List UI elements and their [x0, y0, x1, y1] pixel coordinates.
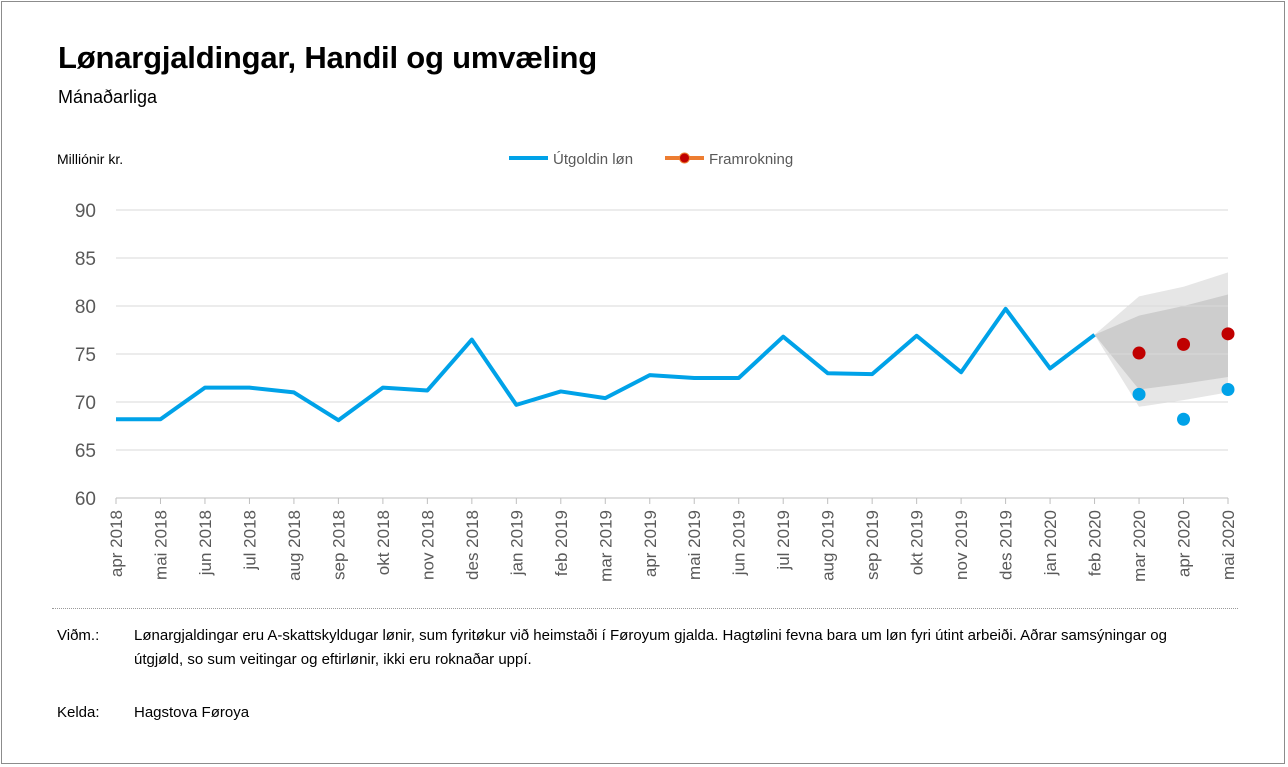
y-tick-label: 70 — [75, 393, 96, 414]
x-axis — [115, 497, 1229, 504]
x-tick-label: apr 2020 — [1175, 510, 1194, 577]
x-tick-label: apr 2019 — [641, 510, 660, 577]
point-utgoldin-lon — [1221, 383, 1235, 397]
x-tick-label: nov 2019 — [952, 510, 971, 580]
x-tick-label: des 2019 — [997, 510, 1016, 580]
x-tick-label: mai 2019 — [685, 510, 704, 580]
y-axis-label: Milliónir kr. — [57, 151, 123, 167]
x-tick-label: sep 2018 — [329, 510, 348, 580]
x-tick-label: des 2018 — [463, 510, 482, 580]
x-tick-label: aug 2019 — [819, 510, 838, 581]
x-tick-label: mar 2019 — [596, 510, 615, 582]
y-tick-label: 60 — [75, 489, 96, 510]
x-tick-label: jul 2019 — [774, 510, 793, 571]
point-utgoldin-lon — [1132, 387, 1146, 401]
y-tick-label: 90 — [75, 201, 96, 222]
x-tick-label: jun 2019 — [730, 510, 749, 576]
x-tick-labels: apr 2018 mai 2018 jun 2018 jul 2018 aug 2018… — [107, 510, 1238, 582]
legend-label-utgoldin-lon: Útgoldin løn — [553, 151, 633, 168]
legend-swatch-framrokning-marker — [679, 152, 690, 164]
source-label: Kelda: — [57, 704, 100, 721]
x-tick-label: nov 2018 — [418, 510, 437, 580]
point-framrokning — [1177, 337, 1191, 351]
source-text: Hagstova Føroya — [134, 704, 250, 721]
y-tick-label: 80 — [75, 297, 96, 318]
y-tick-label: 85 — [75, 249, 96, 270]
point-utgoldin-lon — [1177, 412, 1191, 426]
chart-subtitle: Mánaðarliga — [58, 87, 158, 107]
remark-label: Viðm.: — [57, 627, 100, 644]
x-tick-label: mai 2018 — [151, 510, 170, 580]
x-tick-label: okt 2019 — [908, 510, 927, 575]
series-layer — [116, 306, 1235, 426]
x-tick-label: jan 2019 — [507, 510, 526, 576]
remark-text: Lønargjaldingar eru A-skattskyldugar løn… — [134, 627, 1167, 668]
x-tick-label: sep 2019 — [863, 510, 882, 580]
forecast-band-inner — [1094, 294, 1228, 390]
point-framrokning — [1221, 327, 1235, 341]
divider — [52, 608, 1238, 609]
gridlines — [116, 209, 1228, 451]
x-tick-label: feb 2020 — [1086, 510, 1105, 576]
y-axis: 60 65 70 75 80 85 90 — [75, 201, 96, 510]
legend-label-framrokning: Framrokning — [709, 151, 793, 168]
x-tick-label: jul 2018 — [240, 510, 259, 571]
point-framrokning — [1132, 346, 1146, 360]
legend: Útgoldin løn Framrokning — [509, 151, 793, 168]
series-line-utgoldin-lon — [116, 306, 1096, 423]
x-tick-label: mar 2020 — [1130, 510, 1149, 582]
x-tick-label: apr 2018 — [107, 510, 126, 577]
forecast-band — [1094, 272, 1228, 407]
x-tick-label: jan 2020 — [1041, 510, 1060, 576]
y-tick-label: 75 — [75, 345, 96, 366]
x-tick-label: feb 2019 — [552, 510, 571, 576]
x-tick-label: aug 2018 — [285, 510, 304, 581]
y-tick-label: 65 — [75, 441, 96, 462]
x-tick-label: mai 2020 — [1219, 510, 1238, 580]
x-tick-label: jun 2018 — [196, 510, 215, 576]
chart-title: Lønargjaldingar, Handil og umvæling — [58, 40, 597, 75]
x-tick-label: okt 2018 — [374, 510, 393, 575]
